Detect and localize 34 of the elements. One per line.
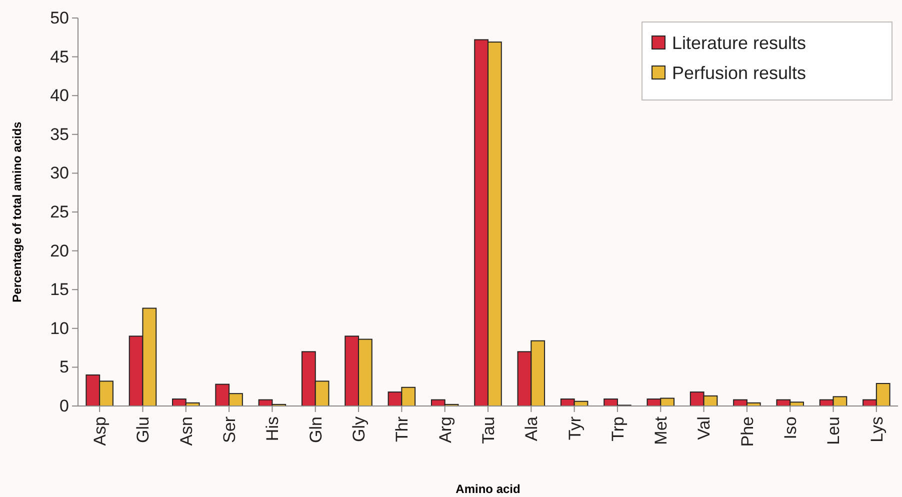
x-tick-label: His <box>263 416 282 442</box>
y-tick-label: 10 <box>50 318 69 338</box>
x-tick-label: Phe <box>738 416 757 447</box>
y-tick-label: 5 <box>60 358 69 377</box>
x-axis-title: Amino acid <box>456 482 520 496</box>
legend-label: Literature results <box>672 33 806 53</box>
x-tick-label: Gln <box>306 416 326 443</box>
y-tick-label: 45 <box>50 47 69 66</box>
x-tick-label: Lys <box>867 416 886 442</box>
y-axis-title: Percentage of total amino acids <box>10 121 24 302</box>
y-tick-label: 25 <box>50 202 69 222</box>
x-tick-label: Tau <box>478 416 498 444</box>
y-tick-label: 30 <box>50 164 69 183</box>
x-tick-label: Arg <box>436 416 455 443</box>
x-tick-label: Thr <box>392 416 412 442</box>
legend-label: Perfusion results <box>672 63 806 83</box>
x-tick-label: Gly <box>349 416 368 442</box>
x-tick-label: Leu <box>824 416 844 445</box>
x-tick-label: Asn <box>176 416 196 446</box>
x-tick-label: Iso <box>781 416 800 440</box>
x-tick-label: Ala <box>522 416 542 442</box>
x-tick-label: Trp <box>608 416 628 442</box>
y-tick-label: 0 <box>60 396 69 416</box>
y-tick-label: 40 <box>50 86 69 106</box>
x-tick-label: Met <box>652 416 671 445</box>
x-tick-label: Ser <box>220 416 240 443</box>
y-tick-label: 50 <box>50 8 69 28</box>
x-tick-label: Glu <box>134 416 153 443</box>
y-tick-label: 35 <box>50 124 69 144</box>
y-tick-label: 20 <box>50 241 69 260</box>
x-tick-label: Tyr <box>565 416 584 440</box>
y-tick-label: 15 <box>50 280 69 300</box>
x-tick-label: Val <box>694 416 714 440</box>
x-tick-label: Asp <box>90 416 110 446</box>
